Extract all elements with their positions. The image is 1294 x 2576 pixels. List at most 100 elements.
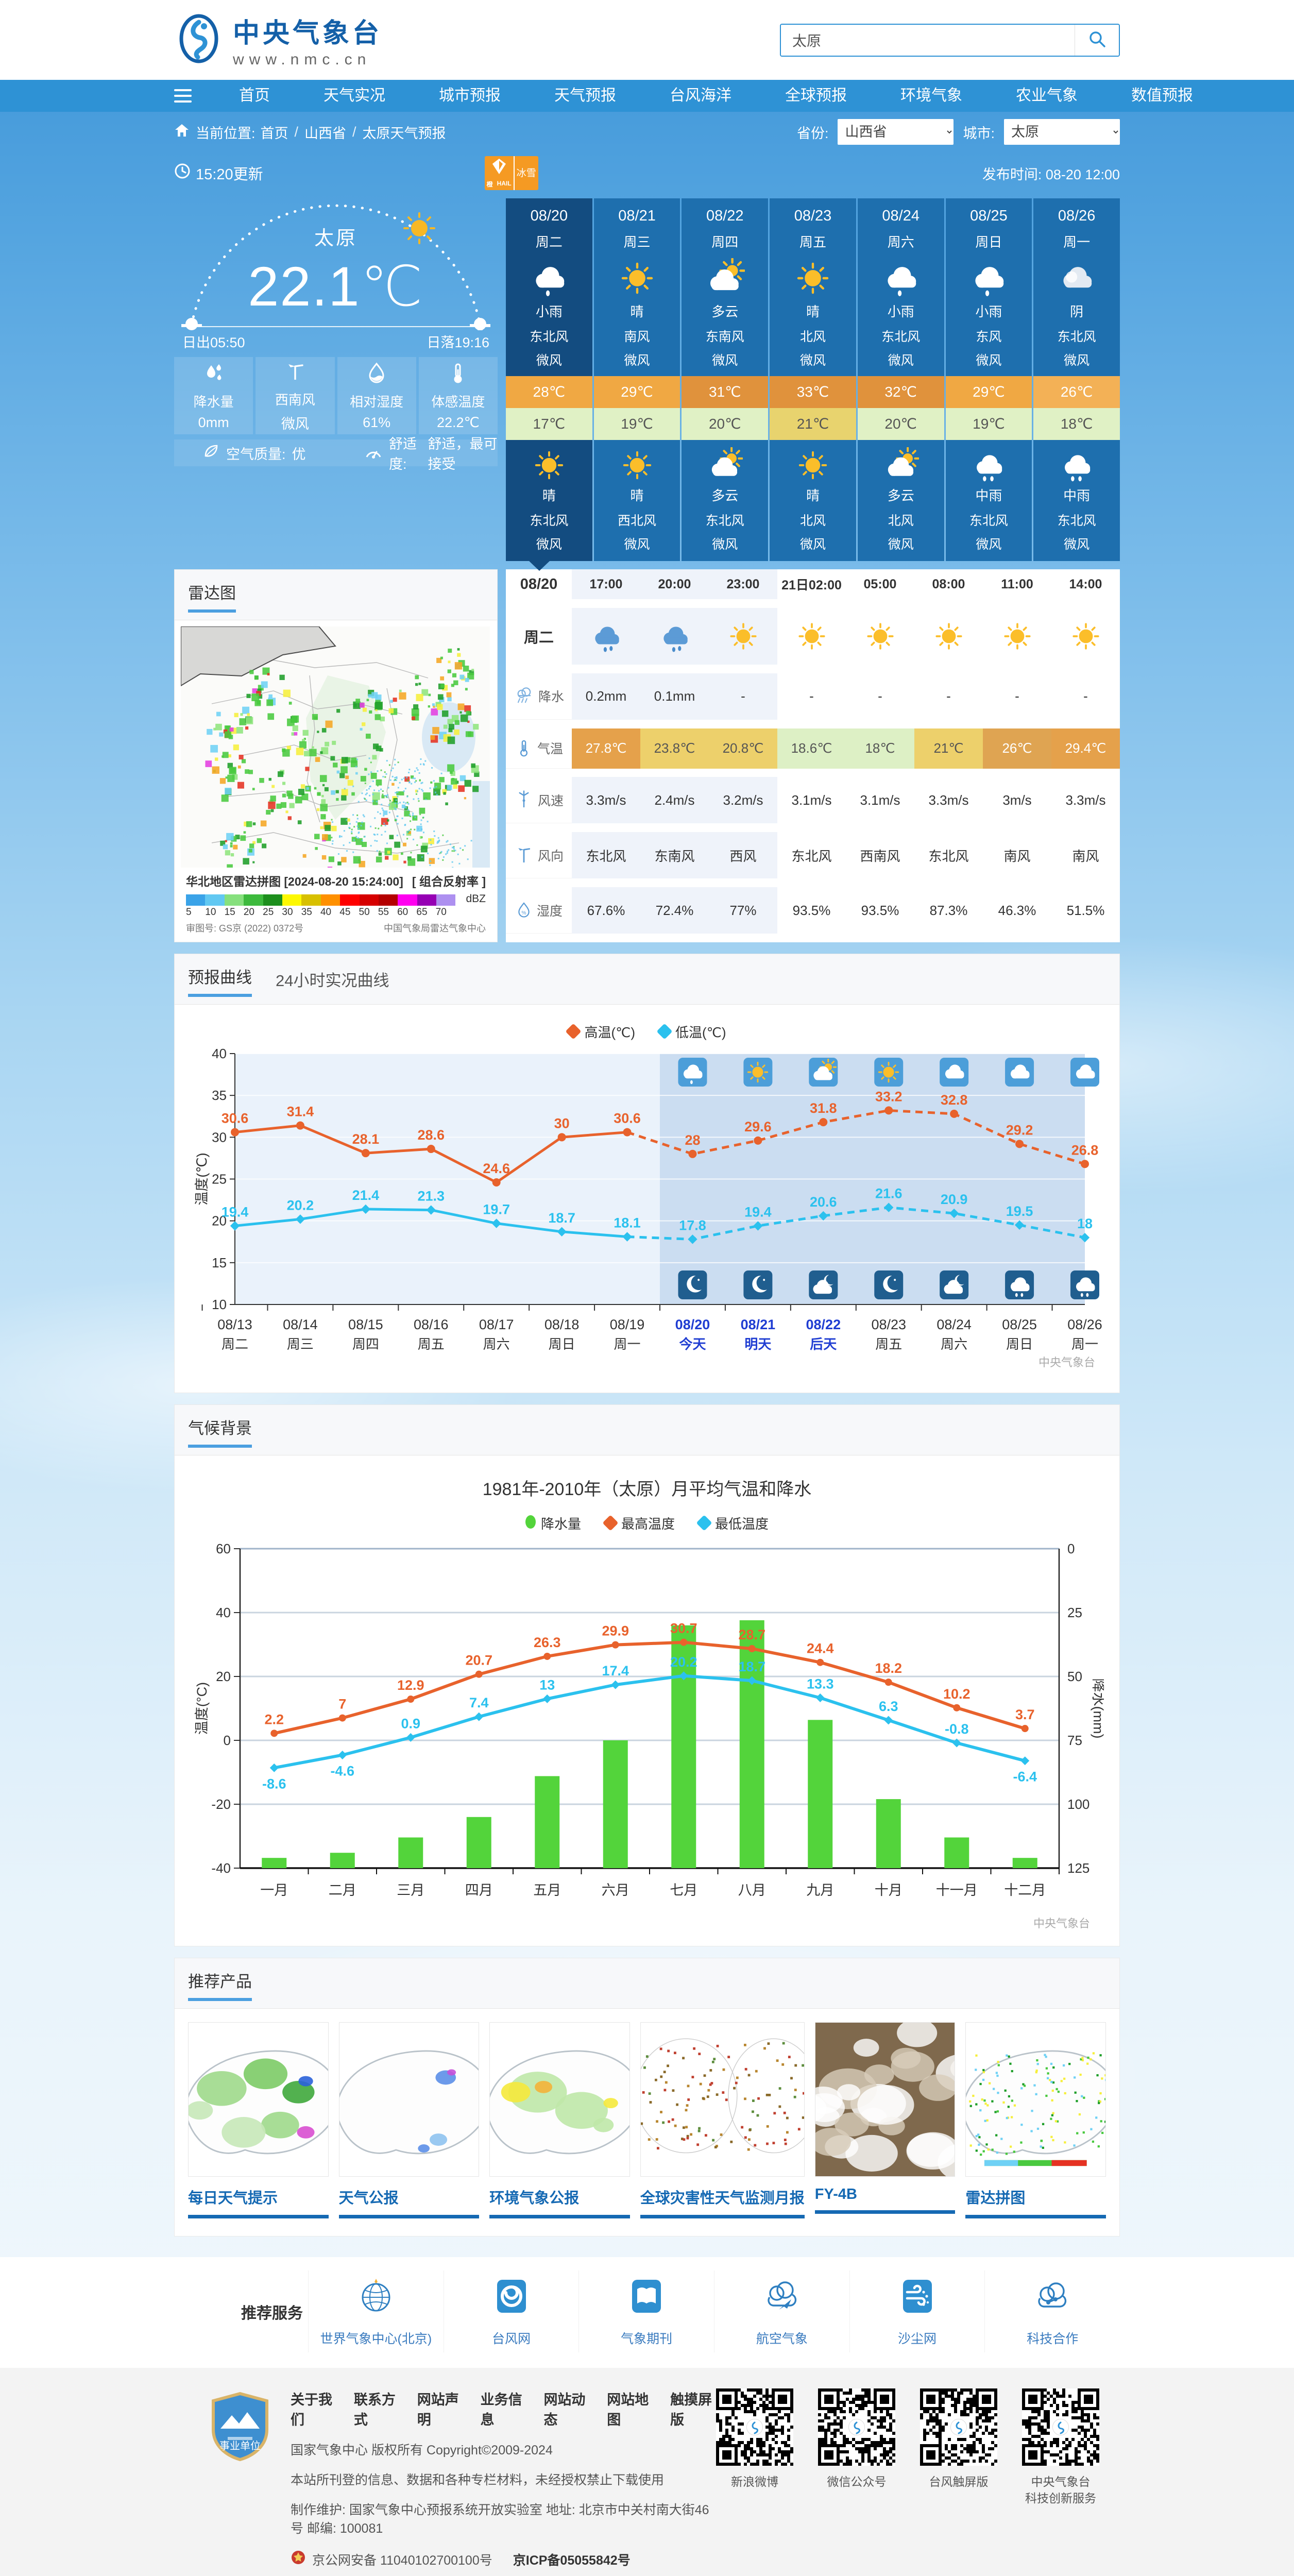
svg-text:60: 60 <box>216 1541 231 1556</box>
svg-text:-40: -40 <box>211 1860 231 1876</box>
nav-item-5[interactable]: 台风海洋 <box>643 80 758 112</box>
maintainer-line: 制作维护: 国家气象中心预报系统开放实验室 地址: 北京市中关村南大街46号 邮… <box>291 2500 716 2537</box>
nav-item-2[interactable]: 天气实况 <box>297 80 412 112</box>
footer-link-7[interactable]: 触摸屏版 <box>670 2388 716 2429</box>
hourly-temp-value: 18.6℃ <box>777 728 846 769</box>
weather-sun-icon <box>770 256 856 300</box>
stat-label: 体感温度 <box>431 392 485 411</box>
hourly-weather-sun-icon <box>914 608 983 665</box>
breadcrumb-link[interactable]: 太原天气预报 <box>363 122 446 142</box>
publish-time: 发布时间: 08-20 12:00 <box>982 163 1120 183</box>
svg-text:20.7: 20.7 <box>465 1653 492 1668</box>
night-wind-level: 微风 <box>506 534 592 553</box>
svg-text:08/19: 08/19 <box>610 1317 645 1332</box>
day-high-temp: 33℃ <box>770 376 856 408</box>
day-date: 08/21 <box>594 208 680 225</box>
footer-link-5[interactable]: 网站动态 <box>543 2388 589 2429</box>
footer-link-2[interactable]: 联系方式 <box>354 2388 400 2429</box>
air-quality-label: 空气质量: <box>226 443 286 463</box>
nav-item-3[interactable]: 城市预报 <box>412 80 527 112</box>
police-record[interactable]: 京公网安备 11040102700100号 <box>312 2550 492 2569</box>
svg-text:28.1: 28.1 <box>352 1131 380 1147</box>
footer-link-3[interactable]: 网站声明 <box>417 2388 463 2429</box>
product-card-2[interactable]: 天气公报 <box>339 2022 480 2218</box>
nav-item-6[interactable]: 全球预报 <box>758 80 874 112</box>
nav-item-8[interactable]: 农业气象 <box>989 80 1104 112</box>
footer-link-6[interactable]: 网站地图 <box>607 2388 653 2429</box>
legend-item: 最高温度 <box>605 1514 675 1533</box>
svg-text:10.2: 10.2 <box>943 1686 970 1702</box>
nmc-logo-icon <box>174 14 224 66</box>
svg-text:7.4: 7.4 <box>469 1695 489 1710</box>
svg-text:29.9: 29.9 <box>602 1623 629 1639</box>
product-underline <box>489 2215 630 2218</box>
day-high-temp: 31℃ <box>682 376 768 408</box>
breadcrumb-link[interactable]: 山西省 <box>304 122 346 142</box>
footer-link-4[interactable]: 业务信息 <box>481 2388 526 2429</box>
city-select[interactable]: 太原 <box>1004 119 1120 145</box>
service-item-6[interactable]: 科技合作 <box>984 2270 1120 2352</box>
svg-text:30: 30 <box>212 1129 227 1145</box>
product-title: FY-4B <box>815 2186 956 2203</box>
leaf-icon <box>202 443 220 464</box>
tab-24h-observed-curve[interactable]: 24小时实况曲线 <box>276 968 389 997</box>
product-card-4[interactable]: 全球灾害性天气监测月报 <box>640 2022 805 2218</box>
province-select[interactable]: 山西省 <box>838 119 954 145</box>
hourly-time: 14:00 <box>1051 569 1120 599</box>
nmc-logo[interactable]: 中央气象台 www.nmc.cn <box>174 11 382 69</box>
service-item-5[interactable]: 沙尘网 <box>849 2270 985 2352</box>
svg-text:26.3: 26.3 <box>534 1635 561 1650</box>
hourly-time: 17:00 <box>572 569 640 599</box>
product-card-1[interactable]: 每日天气提示 <box>188 2022 329 2218</box>
search-button[interactable] <box>1075 25 1119 56</box>
svg-text:08/17: 08/17 <box>479 1317 514 1332</box>
nav-item-1[interactable]: 首页 <box>212 80 297 112</box>
sunset-time: 日落19:16 <box>427 331 489 351</box>
nav-item-9[interactable]: 数值预报 <box>1104 80 1220 112</box>
svg-text:-8.6: -8.6 <box>262 1776 286 1791</box>
tab-climate[interactable]: 气候背景 <box>188 1415 252 1448</box>
service-item-1[interactable]: 世界气象中心(北京) <box>308 2270 444 2352</box>
svg-text:08/25: 08/25 <box>1002 1317 1037 1332</box>
nav-item-4[interactable]: 天气预报 <box>527 80 643 112</box>
service-item-3[interactable]: 气象期刊 <box>578 2270 714 2352</box>
hourly-weather-sun-icon <box>1051 608 1120 665</box>
radar-card: 雷达图 华北地区雷达拼图 [2024-08-20 15:24:00] [ 组合反… <box>174 569 498 942</box>
footer-link-1[interactable]: 关于我们 <box>291 2388 336 2429</box>
nav-item-7[interactable]: 环境气象 <box>874 80 989 112</box>
hourly-wind-speed-value: 3.3m/s <box>914 777 983 823</box>
service-item-4[interactable]: 航空气象 <box>714 2270 849 2352</box>
menu-icon[interactable] <box>174 89 192 103</box>
hourly-time: 11:00 <box>983 569 1051 599</box>
svg-text:40: 40 <box>216 1605 231 1620</box>
chart-weather-cloud-moon-icon <box>809 1270 838 1299</box>
product-card-3[interactable]: 环境气象公报 <box>489 2022 630 2218</box>
night-condition: 多云 <box>682 485 768 504</box>
product-card-6[interactable]: 雷达拼图 <box>965 2022 1106 2218</box>
tab-forecast-curve[interactable]: 预报曲线 <box>188 964 252 997</box>
hourly-humidity-value: 93.5% <box>846 887 914 934</box>
search-input[interactable] <box>781 25 1075 56</box>
breadcrumb-link[interactable]: 首页 <box>261 122 288 142</box>
weather-overcast-icon <box>1033 256 1120 300</box>
service-item-2[interactable]: 台风网 <box>444 2270 579 2352</box>
tab-products[interactable]: 推荐产品 <box>188 1969 252 2001</box>
night-wind-direction: 北风 <box>770 511 856 529</box>
icp-record[interactable]: 京ICP备05055842号 <box>513 2550 631 2569</box>
svg-text:30.7: 30.7 <box>670 1621 697 1636</box>
sunrise-icon <box>181 318 202 330</box>
tab-radar[interactable]: 雷达图 <box>188 580 236 613</box>
hourly-week: 周二 <box>506 608 572 665</box>
svg-text:08/16: 08/16 <box>414 1317 449 1332</box>
product-card-5[interactable]: FY-4B <box>815 2022 956 2218</box>
